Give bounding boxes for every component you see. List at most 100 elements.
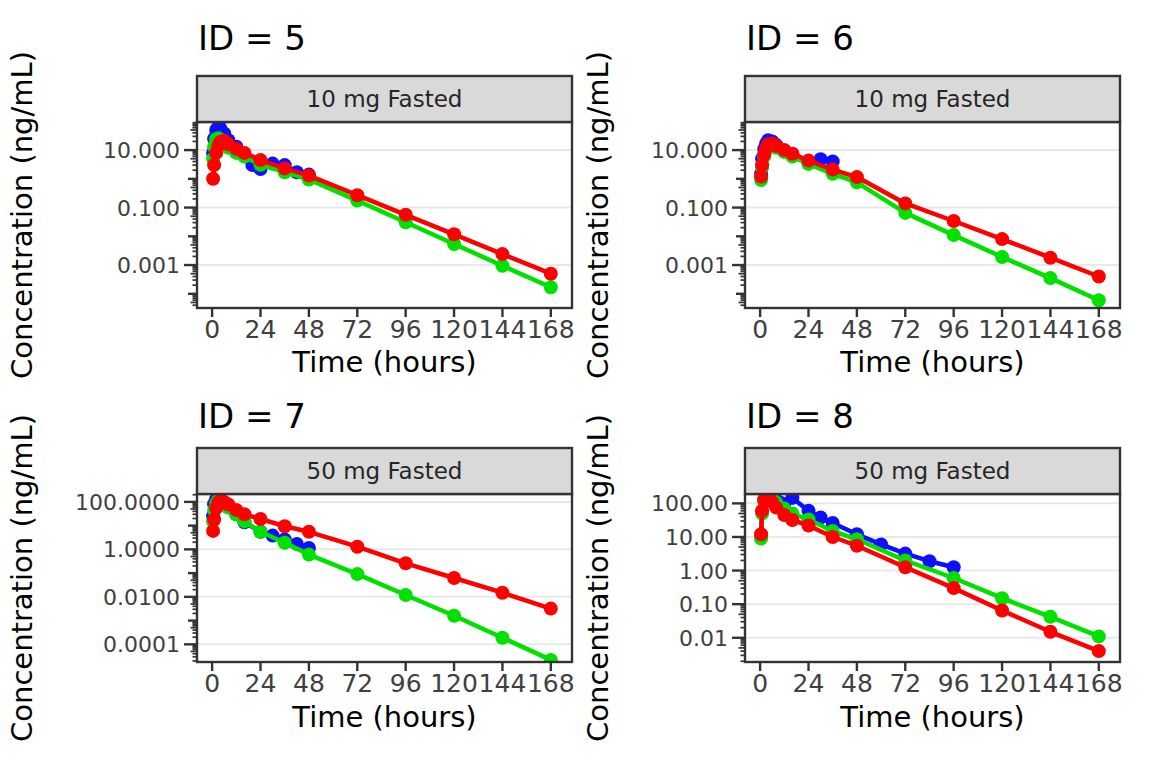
y-axis-title: Concentration (ng/mL) (5, 51, 39, 379)
x-axis-title: Time (hours) (291, 345, 476, 379)
data-point-green (495, 631, 509, 645)
x-axis-title: Time (hours) (839, 345, 1024, 379)
y-axis-tick-label: 100.00 (651, 491, 728, 516)
data-point-red (254, 512, 268, 526)
y-axis-tick-label: 10.000 (651, 138, 728, 163)
x-axis-tick-label: 0 (752, 315, 768, 344)
data-point-red (826, 530, 840, 544)
x-axis-tick-label: 48 (293, 669, 325, 698)
data-point-red (237, 507, 251, 521)
x-axis-tick-label: 144 (1027, 669, 1075, 698)
y-axis-tick-label: 1.00 (679, 559, 728, 584)
data-point-green (1043, 610, 1057, 624)
data-point-red (1092, 270, 1106, 284)
data-point-green (278, 536, 292, 550)
x-axis-tick-label: 120 (430, 669, 478, 698)
y-axis-tick-label: 0.001 (117, 253, 180, 278)
x-axis-tick-label: 144 (479, 669, 527, 698)
data-point-red (206, 172, 220, 186)
facet-strip-label: 50 mg Fasted (855, 458, 1011, 484)
facet-ID=6: 10.0000.1000.00102448729612014416810 mg … (581, 18, 1123, 379)
data-point-red (495, 586, 509, 600)
facet-strip-label: 10 mg Fasted (307, 86, 463, 112)
facet-ID=5: 10.0000.1000.00102448729612014416810 mg … (5, 18, 575, 379)
y-axis-tick-label: 0.0100 (103, 585, 180, 610)
faceted-concentration-time-chart: 10.0000.1000.00102448729612014416810 mg … (0, 0, 1152, 768)
data-point-red (826, 163, 840, 177)
data-point-red (544, 602, 558, 616)
data-point-red (350, 540, 364, 554)
x-axis-title: Time (hours) (291, 700, 476, 734)
data-point-red (802, 519, 816, 533)
facet-strip-label: 10 mg Fasted (855, 86, 1011, 112)
facet-ID=7: 100.00001.00000.01000.000102448729612014… (5, 396, 575, 742)
x-axis-tick-label: 72 (341, 669, 373, 698)
x-axis-tick-label: 24 (793, 315, 825, 344)
pk-concentration-figure: 10.0000.1000.00102448729612014416810 mg … (0, 0, 1152, 768)
data-point-red (350, 188, 364, 202)
y-axis-title: Concentration (ng/mL) (581, 51, 615, 379)
x-axis-tick-label: 0 (204, 315, 220, 344)
data-point-red (207, 158, 221, 172)
data-point-green (995, 591, 1009, 605)
x-axis-tick-label: 72 (341, 315, 373, 344)
data-point-red (1092, 644, 1106, 658)
data-point-red (399, 208, 413, 222)
x-axis-tick-label: 0 (752, 669, 768, 698)
data-point-red (495, 247, 509, 261)
data-point-green (447, 609, 461, 623)
data-point-red (850, 170, 864, 184)
y-axis-tick-label: 0.10 (679, 592, 728, 617)
facet-strip-label: 50 mg Fasted (307, 458, 463, 484)
data-point-red (237, 146, 251, 160)
data-point-green (1092, 293, 1106, 307)
data-point-red (302, 525, 316, 539)
data-point-green (254, 525, 268, 539)
data-point-green (399, 588, 413, 602)
data-point-red (754, 527, 768, 541)
x-axis-tick-label: 48 (841, 669, 873, 698)
data-point-green (1092, 629, 1106, 643)
y-axis-tick-label: 0.100 (665, 196, 728, 221)
data-point-red (302, 169, 316, 183)
data-point-red (898, 196, 912, 210)
y-axis-tick-label: 0.001 (665, 253, 728, 278)
data-point-green (350, 567, 364, 581)
x-axis-title: Time (hours) (839, 700, 1024, 734)
y-axis-title: Concentration (ng/mL) (5, 414, 39, 742)
x-axis-tick-label: 96 (938, 669, 970, 698)
x-axis-tick-label: 120 (978, 669, 1026, 698)
data-point-red (278, 519, 292, 533)
data-point-red (785, 147, 799, 161)
data-point-red (399, 556, 413, 570)
data-point-red (278, 161, 292, 175)
x-axis-tick-label: 96 (390, 669, 422, 698)
x-axis-tick-label: 168 (1075, 315, 1123, 344)
data-point-red (447, 571, 461, 585)
panel-title: ID = 7 (198, 396, 306, 436)
data-point-red (254, 153, 268, 167)
y-axis-tick-label: 100.0000 (75, 490, 180, 515)
data-point-green (995, 250, 1009, 264)
facet-ID=8: 100.0010.001.000.100.0102448729612014416… (581, 396, 1123, 742)
x-axis-tick-label: 72 (889, 669, 921, 698)
y-axis-tick-label: 0.01 (679, 626, 728, 651)
y-axis-title: Concentration (ng/mL) (581, 414, 615, 742)
x-axis-tick-label: 72 (889, 315, 921, 344)
y-axis-tick-label: 10.00 (665, 525, 728, 550)
data-point-red (995, 604, 1009, 618)
data-point-red (898, 560, 912, 574)
x-axis-tick-label: 24 (245, 315, 277, 344)
x-axis-tick-label: 48 (293, 315, 325, 344)
x-axis-tick-label: 24 (793, 669, 825, 698)
panel-title: ID = 5 (198, 18, 306, 58)
data-point-red (1043, 625, 1057, 639)
data-point-red (802, 154, 816, 168)
x-axis-tick-label: 24 (245, 669, 277, 698)
x-axis-tick-label: 0 (204, 669, 220, 698)
x-axis-tick-label: 96 (938, 315, 970, 344)
x-axis-tick-label: 48 (841, 315, 873, 344)
x-axis-tick-label: 144 (1027, 315, 1075, 344)
x-axis-tick-label: 144 (479, 315, 527, 344)
data-point-green (1043, 271, 1057, 285)
